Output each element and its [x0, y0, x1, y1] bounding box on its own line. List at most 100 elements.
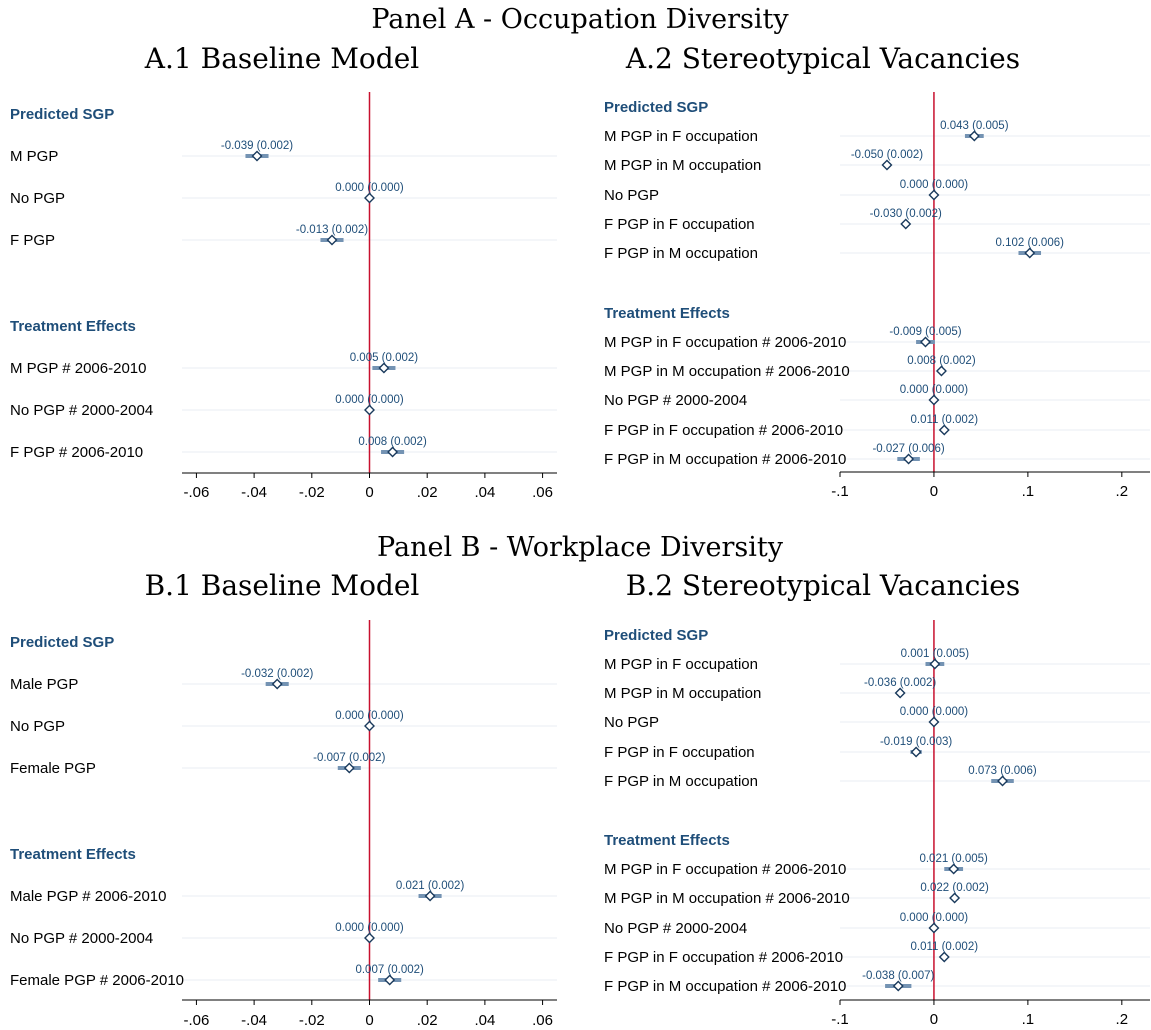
coefficient-marker — [364, 192, 375, 204]
coefficient-annotation: -0.007 (0.002) — [313, 752, 385, 764]
chart-b1: B.1 Baseline Model Predicted SGP Treatment… — [10, 569, 557, 1029]
group-label: Predicted SGP — [604, 99, 708, 116]
x-tick-label: .1 — [1022, 1011, 1035, 1028]
x-tick-label: -.1 — [831, 483, 849, 500]
coefficient-annotation: 0.073 (0.006) — [968, 765, 1037, 777]
x-tick-label: -.04 — [241, 1012, 267, 1029]
coefficient-marker — [929, 658, 941, 670]
coefficient-annotation: 0.000 (0.000) — [900, 384, 969, 396]
coefficient-annotation: 0.043 (0.005) — [940, 120, 1009, 132]
row-label: M PGP in F occupation # 2006-2010 — [604, 861, 846, 878]
coefficient-marker — [903, 453, 915, 465]
coefficient-annotation: 0.000 (0.000) — [900, 179, 969, 191]
group-label: Treatment Effects — [10, 846, 136, 863]
coefficient-marker — [900, 218, 912, 230]
row-label: M PGP in F occupation # 2006-2010 — [604, 334, 846, 351]
coefficient-annotation: -0.019 (0.003) — [880, 736, 952, 748]
row-label: No PGP # 2000-2004 — [604, 920, 747, 937]
x-tick-label: .02 — [417, 1012, 438, 1029]
x-tick-label: .02 — [417, 484, 438, 501]
row-label: Female PGP # 2006-2010 — [10, 972, 184, 989]
coefficient-annotation: 0.011 (0.002) — [910, 414, 978, 426]
row-label: F PGP in M occupation — [604, 245, 758, 262]
coefficient-annotation: -0.009 (0.005) — [889, 326, 961, 338]
coefficient-annotation: 0.001 (0.005) — [901, 648, 970, 660]
coefficient-marker — [938, 424, 950, 436]
coefficient-marker — [271, 678, 283, 690]
coefficient-marker — [881, 159, 893, 171]
coefficient-marker — [997, 775, 1009, 787]
x-tick-label: -.06 — [183, 484, 209, 501]
row-label: F PGP in F occupation # 2006-2010 — [604, 949, 843, 966]
coefficient-annotation: -0.050 (0.002) — [851, 149, 923, 161]
coefficient-annotation: 0.000 (0.000) — [335, 710, 404, 722]
row-label: No PGP # 2000-2004 — [10, 402, 153, 419]
row-label: F PGP # 2006-2010 — [10, 444, 143, 461]
coefficient-marker — [364, 404, 375, 416]
coefficient-marker — [384, 974, 396, 986]
row-label: No PGP — [604, 714, 659, 731]
row-label: M PGP in M occupation # 2006-2010 — [604, 890, 850, 907]
coefficient-annotation: 0.000 (0.000) — [335, 394, 404, 406]
chart-b2: B.2 Stereotypical Vacancies Predicted SGP… — [604, 569, 1150, 1028]
row-label: M PGP # 2006-2010 — [10, 360, 146, 377]
coefficient-marker — [364, 720, 375, 732]
coefficient-marker — [928, 394, 940, 406]
x-tick-label: .2 — [1116, 483, 1129, 500]
group-label: Predicted SGP — [10, 634, 114, 651]
coefficient-marker — [378, 362, 390, 374]
x-tick-label: .04 — [474, 484, 495, 501]
x-tick-label: .1 — [1022, 483, 1035, 500]
row-label: M PGP — [10, 148, 58, 165]
chart-a1: A.1 Baseline Model Predicted SGP Treatment… — [10, 42, 557, 501]
row-label: No PGP # 2000-2004 — [604, 392, 747, 409]
row-label: No PGP # 2000-2004 — [10, 930, 153, 947]
group-label: Predicted SGP — [10, 106, 114, 123]
group-label: Treatment Effects — [604, 305, 730, 322]
coefficient-marker — [928, 716, 940, 728]
row-label: F PGP in F occupation # 2006-2010 — [604, 422, 843, 439]
row-label: M PGP in F occupation — [604, 128, 758, 145]
row-label: No PGP — [10, 190, 65, 207]
row-label: F PGP in M occupation # 2006-2010 — [604, 451, 846, 468]
coefficient-annotation: 0.008 (0.002) — [907, 355, 976, 367]
coefficient-annotation: 0.021 (0.002) — [396, 880, 465, 892]
coefficient-marker — [910, 746, 922, 758]
row-label: No PGP — [604, 187, 659, 204]
coefficient-annotation: -0.027 (0.006) — [872, 443, 944, 455]
coefficient-annotation: -0.038 (0.007) — [862, 970, 934, 982]
plots: A.1 Baseline Model Predicted SGP Treatment… — [10, 42, 1150, 1029]
x-tick-label: -.04 — [241, 484, 267, 501]
coefficient-marker — [387, 446, 399, 458]
chart-title: A.1 Baseline Model — [144, 42, 419, 75]
panel-b-title: Panel B - Workplace Diversity — [377, 532, 784, 563]
coefficient-annotation: 0.000 (0.000) — [900, 912, 969, 924]
coefficient-marker — [948, 863, 960, 875]
row-label: M PGP in M occupation — [604, 685, 761, 702]
x-tick-label: 0 — [365, 484, 373, 501]
x-tick-label: 0 — [930, 1011, 938, 1028]
row-label: F PGP in M occupation — [604, 773, 758, 790]
chart-title: B.1 Baseline Model — [145, 569, 420, 602]
coefficient-annotation: -0.013 (0.002) — [296, 224, 368, 236]
coefficient-marker — [949, 892, 961, 904]
row-label: F PGP in M occupation # 2006-2010 — [604, 978, 846, 995]
coefficient-marker — [424, 890, 436, 902]
x-tick-label: 0 — [930, 483, 938, 500]
row-label: M PGP in M occupation — [604, 157, 761, 174]
coefficient-marker — [343, 762, 355, 774]
row-label: Male PGP # 2006-2010 — [10, 888, 167, 905]
coefficient-marker — [364, 932, 375, 944]
x-tick-label: 0 — [365, 1012, 373, 1029]
coefficient-marker — [1024, 247, 1036, 259]
coefficient-annotation: 0.005 (0.002) — [350, 352, 419, 364]
x-tick-label: .04 — [474, 1012, 495, 1029]
chart-title: A.2 Stereotypical Vacancies — [625, 42, 1020, 75]
coefficient-marker — [928, 922, 940, 934]
x-tick-label: -.1 — [831, 1011, 849, 1028]
coefficient-annotation: -0.032 (0.002) — [241, 668, 313, 680]
row-label: F PGP — [10, 232, 55, 249]
group-label: Predicted SGP — [604, 627, 708, 644]
row-label: Female PGP — [10, 760, 96, 777]
